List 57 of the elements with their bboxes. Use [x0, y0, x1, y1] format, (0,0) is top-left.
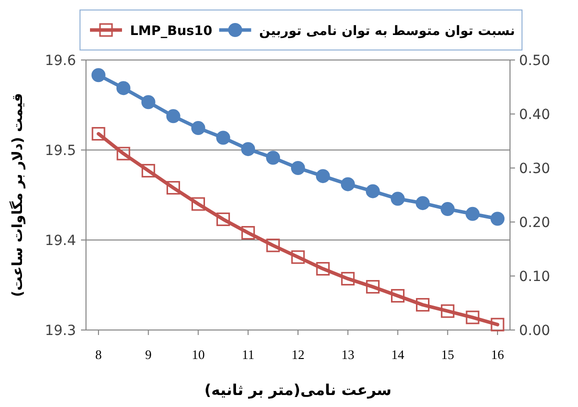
x-axis-title: سرعت نامی(متر بر ثانیه) [204, 381, 392, 399]
y-axis-title: قیمت (دلار بر مگاوات ساعت) [9, 92, 26, 298]
point [340, 177, 355, 192]
x-tick-label: 14 [391, 347, 405, 362]
point [116, 146, 130, 160]
point [366, 280, 380, 294]
point [266, 238, 280, 252]
y2-tick-label: 0.00 [519, 323, 550, 339]
point [191, 121, 206, 136]
legend-label: LMP_Bus10 [130, 24, 212, 39]
x-tick-label: 15 [441, 347, 454, 362]
point [391, 289, 405, 303]
point [490, 212, 505, 226]
y-tick-label: 19.4 [44, 233, 76, 249]
point [166, 181, 180, 195]
point [416, 196, 430, 210]
x-tick-label: 11 [242, 347, 254, 362]
point [390, 192, 405, 206]
x-tick-label: 9 [145, 347, 152, 362]
point [490, 318, 504, 332]
point [166, 109, 180, 124]
point [466, 310, 480, 324]
y2-tick-label: 0.30 [519, 161, 550, 177]
x-tick-label: 13 [341, 347, 354, 362]
y2-tick-label: 0.20 [519, 215, 550, 231]
point [466, 206, 480, 221]
point [440, 202, 455, 216]
y2-tick-label: 0.50 [519, 53, 550, 69]
legend-label: نسبت توان متوسط به توان نامی توربین [259, 24, 515, 39]
x-tick-label: 8 [95, 347, 102, 362]
point [341, 272, 355, 286]
y-tick-label: 19.6 [44, 53, 76, 69]
x-tick-label: 10 [192, 347, 205, 362]
point [316, 262, 330, 276]
x-tick-label: 12 [292, 347, 304, 362]
point [316, 169, 330, 184]
point [141, 95, 156, 110]
y2-tick-label: 0.40 [519, 107, 550, 123]
point [241, 226, 255, 240]
point [241, 142, 256, 156]
point [266, 150, 280, 165]
point [291, 161, 305, 175]
point [91, 68, 106, 82]
point [366, 184, 380, 198]
y-tick-label: 19.3 [44, 323, 76, 339]
point [191, 197, 205, 211]
point [216, 130, 230, 145]
point [216, 212, 230, 226]
y-tick-label: 19.5 [44, 143, 76, 159]
point [440, 304, 454, 318]
x-tick-label: 16 [491, 347, 505, 362]
point [291, 250, 305, 264]
point [416, 298, 430, 312]
point [92, 127, 106, 141]
point [116, 81, 130, 96]
point [142, 164, 156, 178]
y2-tick-label: 0.10 [519, 269, 550, 285]
